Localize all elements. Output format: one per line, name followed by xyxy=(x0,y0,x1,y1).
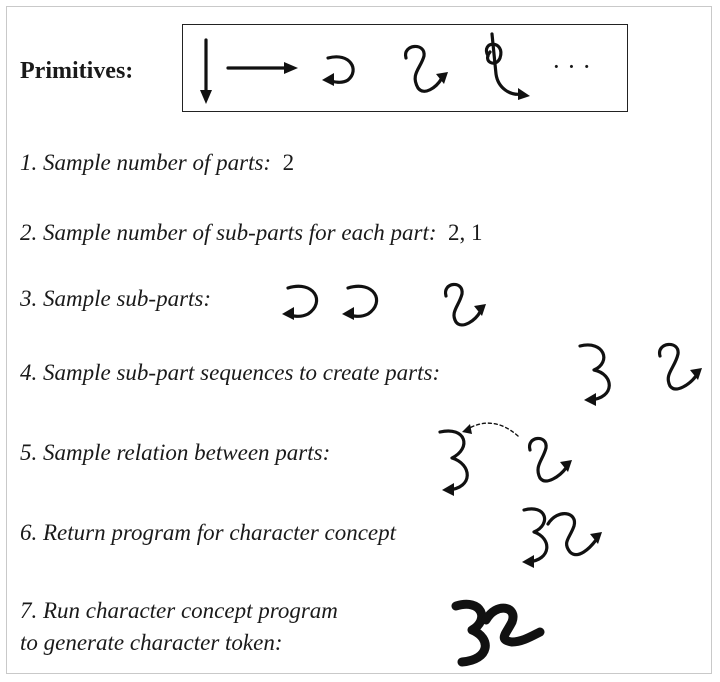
program-character xyxy=(522,507,602,568)
step-2-value: 2, 1 xyxy=(448,220,483,245)
primitive-loop-stroke xyxy=(484,32,530,100)
figure-frame xyxy=(6,6,712,674)
subpart-wave xyxy=(444,282,486,327)
subpart-hook-1 xyxy=(282,284,319,320)
primitives-label: Primitives: xyxy=(20,58,134,84)
step-6-text: 6. Return program for character concept xyxy=(20,520,397,545)
step-2: 2. Sample number of sub-parts for each p… xyxy=(20,220,483,246)
step-7-text: 7. Run character concept program xyxy=(20,598,338,623)
subpart-hook-2 xyxy=(342,284,379,320)
primitive-wave-stroke xyxy=(404,44,448,93)
primitive-hook-stroke xyxy=(322,55,355,86)
character-token xyxy=(451,599,545,667)
primitives-ellipsis: · · · xyxy=(552,52,591,81)
primitive-right-arrow xyxy=(226,62,298,74)
primitives-box xyxy=(182,24,628,112)
step-1-value: 2 xyxy=(282,150,295,175)
part-1-three xyxy=(578,343,611,406)
relation-dashed-arrow xyxy=(462,422,519,437)
step-3-text: 3. Sample sub-parts: xyxy=(20,286,212,311)
primitive-down-arrow xyxy=(200,38,212,104)
step-1-text: 1. Sample number of parts: xyxy=(20,150,272,175)
step-7-text-line2: to generate character token: xyxy=(20,630,283,655)
relation-part-2 xyxy=(528,436,572,483)
part-2-wave xyxy=(658,342,702,391)
step-5-text: 5. Sample relation between parts: xyxy=(20,440,331,465)
step-2-text: 2. Sample number of sub-parts for each p… xyxy=(20,220,437,245)
step-1: 1. Sample number of parts: 2 xyxy=(20,150,294,176)
step-4-text: 4. Sample sub-part sequences to create p… xyxy=(20,360,441,385)
relation-part-1 xyxy=(438,429,469,496)
